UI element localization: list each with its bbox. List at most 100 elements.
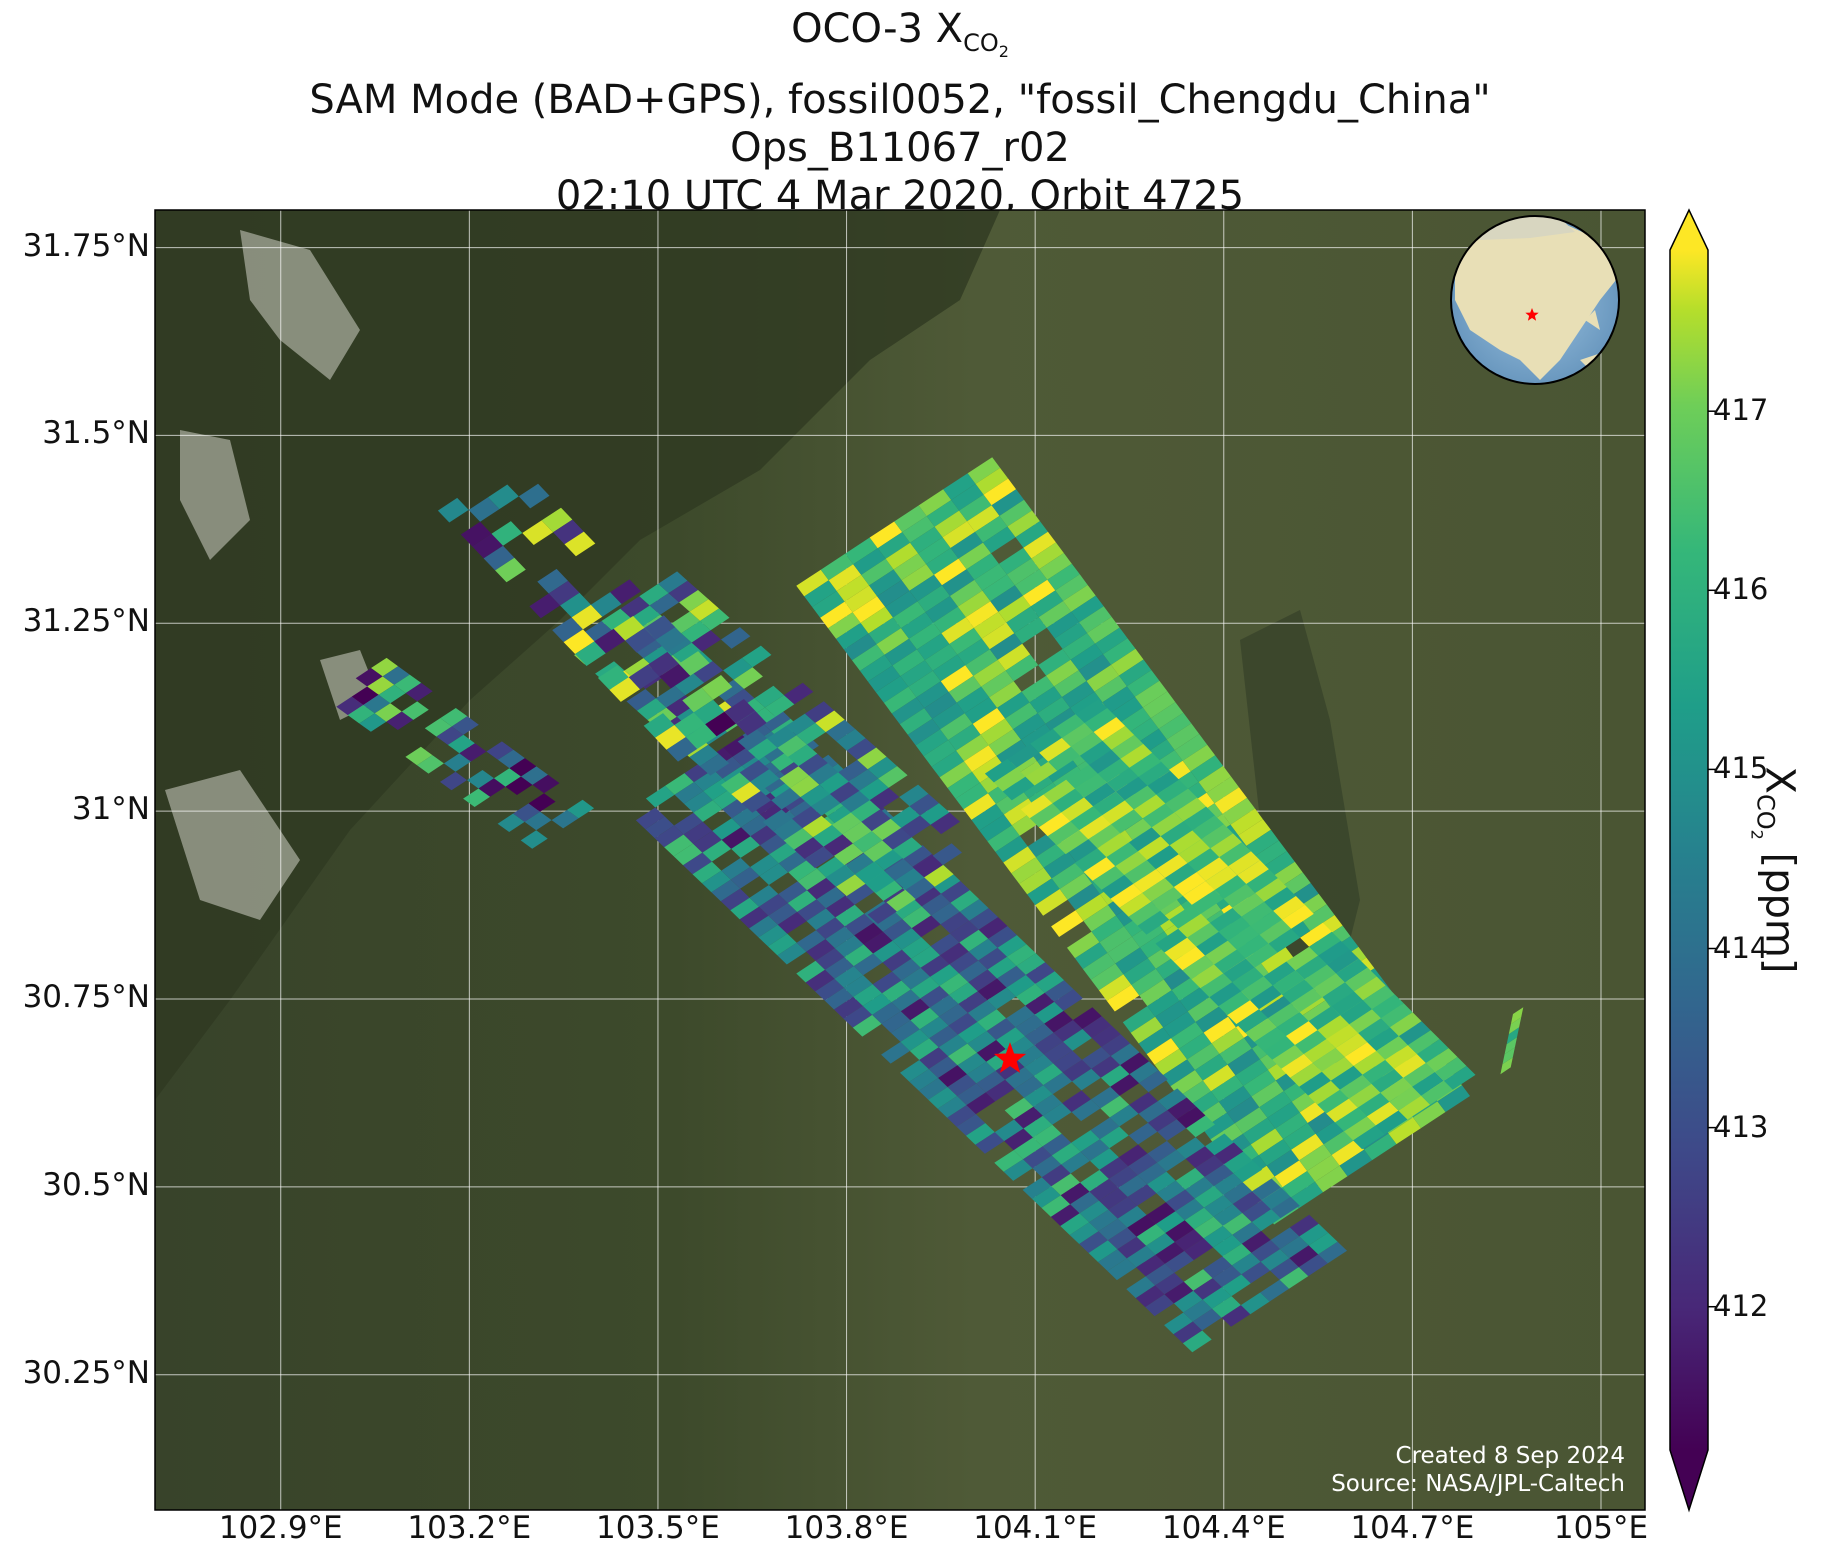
xco2-footprint <box>488 484 519 510</box>
xco2-footprint <box>1173 872 1206 896</box>
colorbar-tick-label: 412 <box>1713 1288 1769 1323</box>
xco2-footprint <box>978 917 1008 939</box>
xco2-footprint <box>1088 1240 1118 1262</box>
xco2-footprint <box>1156 779 1189 804</box>
xco2-footprint <box>843 1005 873 1028</box>
xco2-footprint <box>1228 851 1260 876</box>
xco2-footprint <box>1184 1207 1214 1230</box>
colorbar-tick-label: 413 <box>1713 1109 1769 1144</box>
xco2-footprint <box>926 548 959 575</box>
xco2-footprint <box>958 960 988 983</box>
globe-land <box>1455 220 1619 380</box>
xco2-footprint <box>902 516 935 543</box>
xco2-footprint <box>783 682 814 705</box>
xco2-footprint <box>1053 1020 1083 1042</box>
xco2-footprint <box>1118 1175 1148 1197</box>
xco2-footprint <box>1016 983 1045 1006</box>
xco2-footprint <box>958 1021 987 1044</box>
xco2-footprint <box>1146 1038 1180 1065</box>
xco2-footprint <box>1156 854 1188 878</box>
xco2-footprint <box>1089 1178 1119 1201</box>
xco2-footprint <box>655 725 686 750</box>
xco2-footprint <box>892 837 923 859</box>
xco2-footprint <box>1005 1067 1034 1089</box>
xco2-footprint <box>731 781 761 804</box>
xco2-footprint <box>1299 1071 1331 1096</box>
xco2-footprint <box>941 617 974 644</box>
xco2-footprint <box>1299 1223 1329 1246</box>
xco2-footprint <box>1260 1279 1289 1302</box>
xco2-footprint <box>767 726 797 748</box>
xco2-footprint <box>1138 836 1170 861</box>
xco2-footprint <box>773 818 803 841</box>
xco2-footprint <box>367 676 395 695</box>
lon-tick-label: 103.8°E <box>784 1510 909 1546</box>
xco2-footprint <box>1245 943 1278 968</box>
xco2-footprint <box>1194 1216 1223 1239</box>
xco2-footprint <box>967 505 1000 532</box>
xco2-footprint <box>768 933 797 956</box>
xco2-footprint <box>998 547 1032 575</box>
xco2-footprint <box>1242 1165 1275 1193</box>
xco2-footprint <box>996 1027 1025 1049</box>
xco2-footprint <box>778 850 808 873</box>
xco2-footprint <box>1206 776 1239 804</box>
xco2-footprint <box>1500 1057 1513 1075</box>
xco2-footprint <box>919 1047 949 1069</box>
xco2-footprint <box>551 809 579 829</box>
xco2-footprint <box>819 772 849 794</box>
xco2-footprint <box>692 861 722 884</box>
xco2-footprint <box>918 1078 948 1100</box>
xco2-footprint <box>912 884 941 907</box>
xco2-footprint <box>1157 1149 1186 1172</box>
xco2-footprint <box>842 821 872 844</box>
xco2-footprint <box>797 899 826 922</box>
xco2-footprint <box>949 627 982 655</box>
xco2-footprint <box>825 926 855 949</box>
xco2-footprint <box>1434 1057 1467 1081</box>
xco2-footprint <box>1261 1187 1291 1210</box>
xco2-footprint <box>626 689 656 711</box>
xco2-footprint <box>1158 712 1192 740</box>
xco2-footprint <box>749 915 778 938</box>
xco2-footprint <box>1062 1090 1091 1113</box>
xco2-footprint <box>924 692 957 719</box>
colorbar-tick-label: 417 <box>1713 393 1769 428</box>
xco2-footprint <box>815 978 844 1001</box>
xco2-footprint <box>451 716 479 735</box>
xco2-footprint <box>863 931 893 954</box>
xco2-footprint <box>815 948 845 970</box>
xco2-footprint <box>1079 740 1112 765</box>
xco2-footprint <box>1078 654 1111 681</box>
xco2-footprint <box>957 1052 987 1075</box>
xco2-footprint <box>977 978 1007 1001</box>
xco2-footprint <box>957 1083 986 1106</box>
xco2-footprint <box>639 583 669 606</box>
xco2-footprint <box>860 606 893 634</box>
colorbar-extend-min <box>1670 1450 1708 1510</box>
xco2-footprint <box>820 553 854 581</box>
xco2-footprint <box>625 627 656 653</box>
xco2-footprint <box>998 595 1031 623</box>
xco2-footprint <box>1318 1241 1347 1264</box>
xco2-footprint <box>1187 995 1221 1022</box>
xco2-footprint <box>1163 1011 1196 1039</box>
xco2-footprint <box>834 966 864 988</box>
xco2-footprint <box>929 994 959 1017</box>
xco2-footprint <box>1083 857 1116 881</box>
xco2-footprint <box>836 622 869 650</box>
xco2-footprint <box>1437 1085 1470 1112</box>
xco2-footprint <box>643 713 675 738</box>
xco2-footprint <box>693 699 725 725</box>
xco2-footprint <box>1212 1265 1242 1288</box>
xco2-footprint <box>964 745 997 772</box>
xco2-footprint <box>1218 916 1251 941</box>
xco2-footprint <box>1003 1159 1033 1181</box>
xco2-footprint <box>956 734 989 762</box>
xco2-footprint <box>1331 1138 1365 1166</box>
xco2-footprint <box>1277 1012 1309 1036</box>
xco2-footprint <box>1176 1106 1206 1129</box>
xco2-footprint <box>460 521 492 547</box>
xco2-footprint <box>1300 1000 1334 1027</box>
xco2-footprint <box>374 703 402 722</box>
